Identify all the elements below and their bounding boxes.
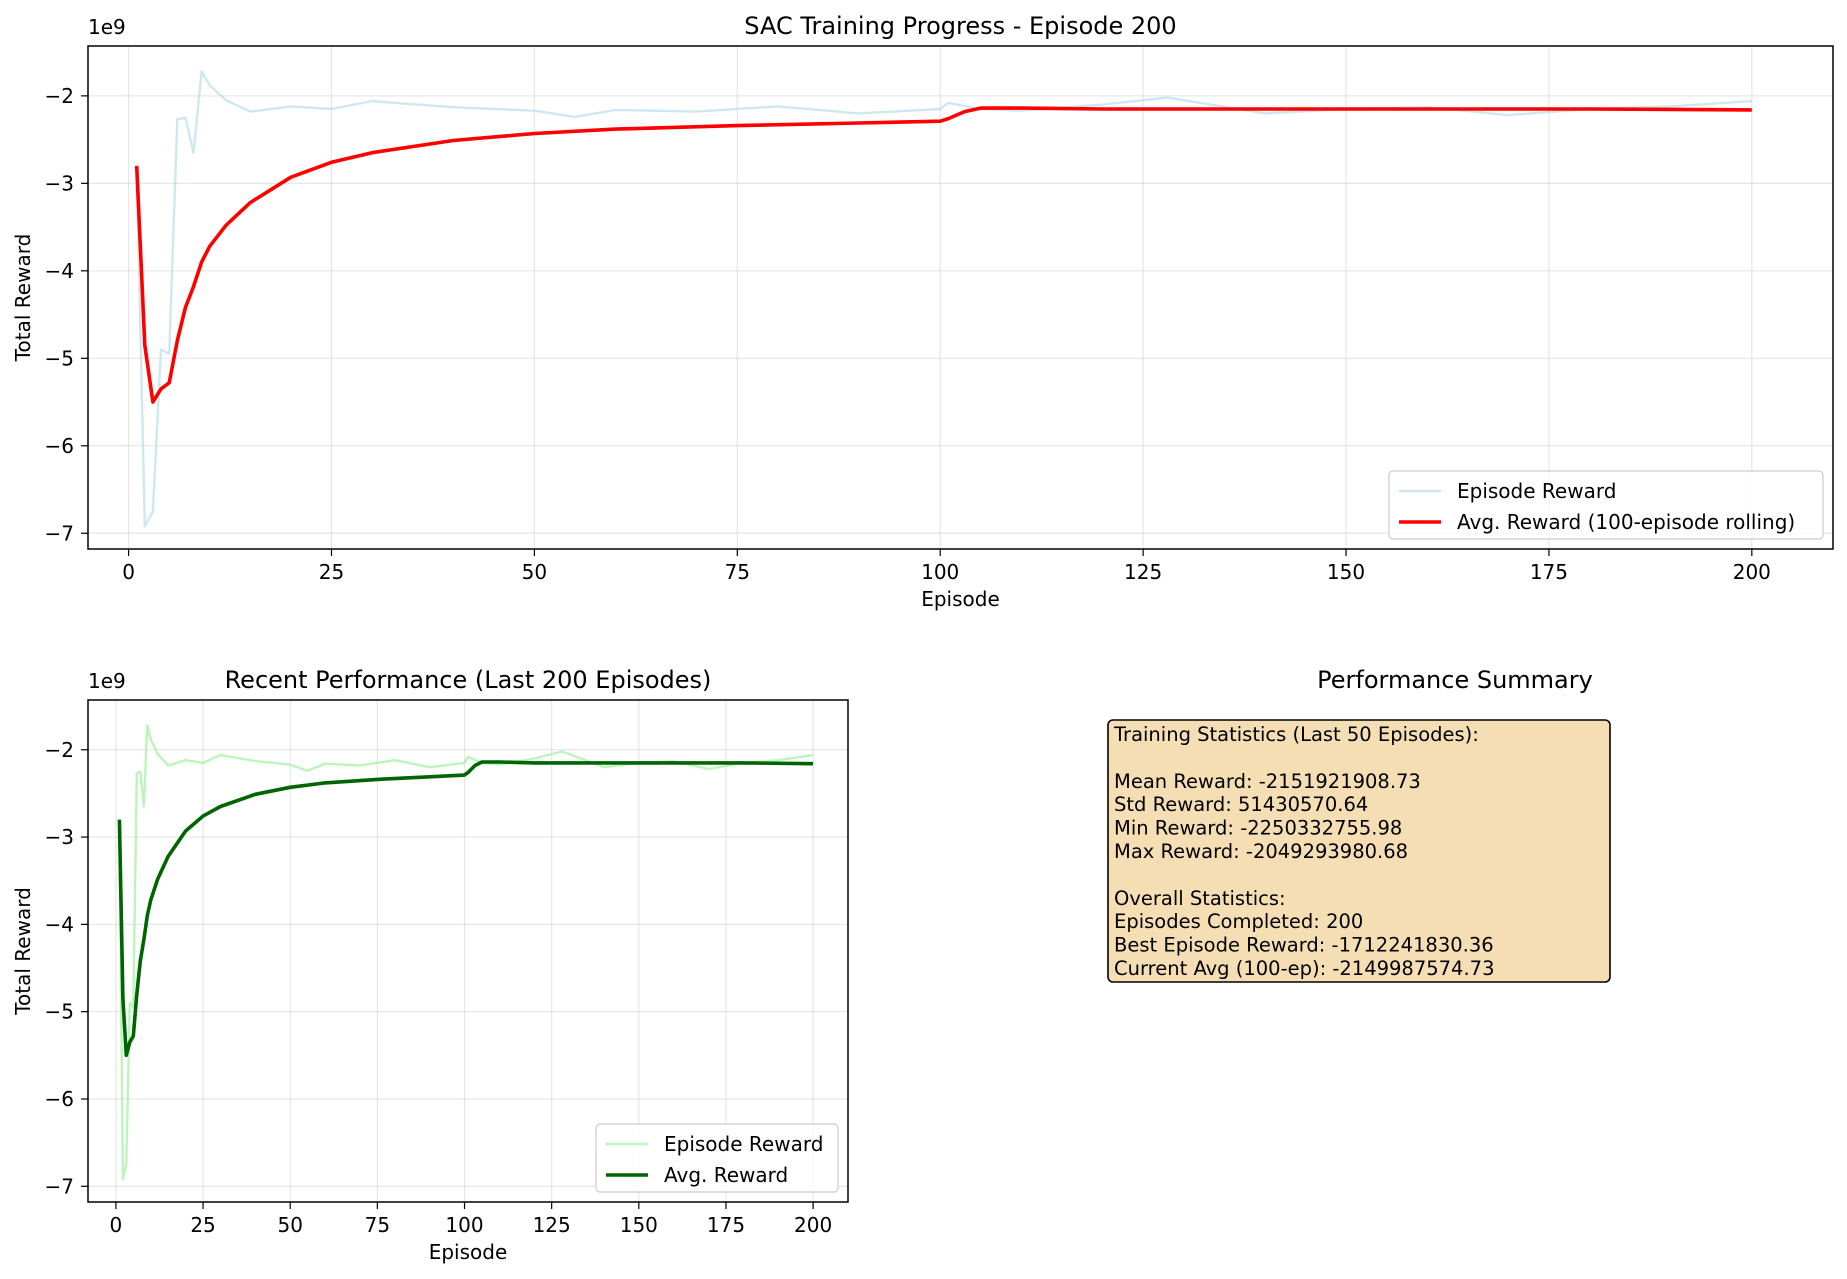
x-tick-label: 175 bbox=[707, 1213, 745, 1237]
y-scale-label: 1e9 bbox=[88, 669, 126, 693]
x-tick-label: 100 bbox=[921, 560, 959, 584]
y-axis-label: Total Reward bbox=[11, 887, 35, 1016]
x-tick-label: 25 bbox=[319, 560, 344, 584]
x-tick-label: 150 bbox=[1327, 560, 1365, 584]
legend: Episode Reward Avg. Reward (100-episode r… bbox=[1388, 470, 1824, 540]
y-scale-label: 1e9 bbox=[88, 15, 126, 39]
y-tick-label: −6 bbox=[45, 1087, 74, 1111]
y-tick-label: −6 bbox=[45, 434, 74, 458]
y-tick-label: −7 bbox=[45, 1174, 74, 1198]
performance-summary-panel: Performance Summary Training Statistics … bbox=[1107, 666, 1611, 983]
x-tick-label: 50 bbox=[277, 1213, 302, 1237]
series-line-1 bbox=[117, 760, 814, 1058]
x-tick-label: 75 bbox=[365, 1213, 390, 1237]
x-tick-label: 200 bbox=[794, 1213, 832, 1237]
y-tick-label: −2 bbox=[45, 84, 74, 108]
summary-line: Mean Reward: -2151921908.73 bbox=[1114, 770, 1421, 793]
y-tick-label: −5 bbox=[45, 1000, 74, 1024]
y-tick-label: −2 bbox=[45, 738, 74, 762]
y-axis-label: Total Reward bbox=[11, 234, 35, 363]
x-axis-label: Episode bbox=[429, 1240, 508, 1264]
legend-frame bbox=[595, 1123, 839, 1193]
x-tick-label: 0 bbox=[122, 560, 135, 584]
legend-label: Episode Reward bbox=[1457, 479, 1616, 503]
y-tick-label: −3 bbox=[45, 171, 74, 195]
summary-line: Best Episode Reward: -1712241830.36 bbox=[1114, 934, 1494, 957]
y-tick-label: −4 bbox=[45, 259, 74, 283]
x-tick-label: 125 bbox=[533, 1213, 571, 1237]
x-tick-label: 100 bbox=[445, 1213, 483, 1237]
summary-box bbox=[1107, 719, 1611, 983]
summary-line: Training Statistics (Last 50 Episodes): bbox=[1113, 723, 1479, 746]
x-tick-label: 75 bbox=[725, 560, 750, 584]
summary-text: Training Statistics (Last 50 Episodes): M… bbox=[1113, 723, 1494, 980]
legend: Episode Reward Avg. Reward bbox=[595, 1123, 839, 1193]
summary-title: Performance Summary bbox=[1317, 666, 1593, 694]
summary-line: Overall Statistics: bbox=[1114, 887, 1286, 910]
y-tick-label: −5 bbox=[45, 346, 74, 370]
x-axis-label: Episode bbox=[921, 587, 1000, 611]
y-tick-label: −4 bbox=[45, 912, 74, 936]
x-tick-label: 150 bbox=[620, 1213, 658, 1237]
legend-label: Avg. Reward bbox=[664, 1163, 788, 1187]
y-tick-label: −3 bbox=[45, 825, 74, 849]
axes-frame bbox=[87, 699, 849, 1203]
legend-label: Episode Reward bbox=[664, 1132, 823, 1156]
legend-frame bbox=[1388, 470, 1824, 540]
recent-performance-chart: 0 25 50 75 100 125 150 175 200 −7 −6 −5 −4 −3 −2 1e9 Rec… bbox=[11, 666, 849, 1264]
y-tick-label: −7 bbox=[45, 521, 74, 545]
x-tick-label: 25 bbox=[190, 1213, 215, 1237]
summary-line: Std Reward: 51430570.64 bbox=[1114, 793, 1368, 816]
x-tick-label: 0 bbox=[110, 1213, 123, 1237]
x-tick-label: 200 bbox=[1733, 560, 1771, 584]
x-tick-label: 50 bbox=[522, 560, 547, 584]
x-tick-label: 125 bbox=[1124, 560, 1162, 584]
summary-line: Episodes Completed: 200 bbox=[1114, 910, 1363, 933]
chart-title: Recent Performance (Last 200 Episodes) bbox=[225, 666, 712, 694]
axes-frame bbox=[87, 45, 1834, 550]
chart-title: SAC Training Progress - Episode 200 bbox=[744, 12, 1176, 40]
series-line-1 bbox=[134, 106, 1752, 404]
summary-line: Max Reward: -2049293980.68 bbox=[1114, 840, 1408, 863]
series-line-0 bbox=[118, 724, 814, 1181]
summary-line: Min Reward: -2250332755.98 bbox=[1114, 817, 1402, 840]
legend-label: Avg. Reward (100-episode rolling) bbox=[1457, 510, 1795, 534]
series-line-0 bbox=[135, 70, 1752, 528]
x-tick-label: 175 bbox=[1530, 560, 1568, 584]
training-progress-chart: 0 25 50 75 100 125 150 175 200 −7 −6 −5 −4 −3 −2 1e9 SAC… bbox=[11, 12, 1834, 611]
summary-line: Current Avg (100-ep): -2149987574.73 bbox=[1114, 957, 1494, 980]
